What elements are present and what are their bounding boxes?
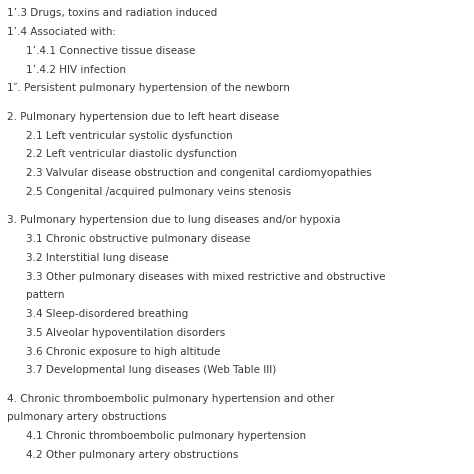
Text: pulmonary artery obstructions: pulmonary artery obstructions	[7, 412, 166, 422]
Text: 3.6 Chronic exposure to high altitude: 3.6 Chronic exposure to high altitude	[27, 346, 221, 356]
Text: 1’.4.2 HIV infection: 1’.4.2 HIV infection	[27, 64, 127, 74]
Text: pattern: pattern	[27, 290, 65, 300]
Text: 1″. Persistent pulmonary hypertension of the newborn: 1″. Persistent pulmonary hypertension of…	[7, 83, 290, 93]
Text: 2.5 Congenital /acquired pulmonary veins stenosis: 2.5 Congenital /acquired pulmonary veins…	[27, 187, 292, 197]
Text: 2.2 Left ventricular diastolic dysfunction: 2.2 Left ventricular diastolic dysfuncti…	[27, 149, 237, 159]
Text: 3.2 Interstitial lung disease: 3.2 Interstitial lung disease	[27, 253, 169, 263]
Text: 2. Pulmonary hypertension due to left heart disease: 2. Pulmonary hypertension due to left he…	[7, 112, 279, 122]
Text: 4.1 Chronic thromboembolic pulmonary hypertension: 4.1 Chronic thromboembolic pulmonary hyp…	[27, 431, 307, 441]
Text: 1’.4 Associated with:: 1’.4 Associated with:	[7, 27, 116, 37]
Text: 2.3 Valvular disease obstruction and congenital cardiomyopathies: 2.3 Valvular disease obstruction and con…	[27, 168, 372, 178]
Text: 4.2 Other pulmonary artery obstructions: 4.2 Other pulmonary artery obstructions	[27, 450, 239, 460]
Text: 3.3 Other pulmonary diseases with mixed restrictive and obstructive: 3.3 Other pulmonary diseases with mixed …	[27, 272, 386, 282]
Text: 3. Pulmonary hypertension due to lung diseases and/or hypoxia: 3. Pulmonary hypertension due to lung di…	[7, 215, 340, 225]
Text: 1’.4.1 Connective tissue disease: 1’.4.1 Connective tissue disease	[27, 46, 196, 56]
Text: 3.1 Chronic obstructive pulmonary disease: 3.1 Chronic obstructive pulmonary diseas…	[27, 234, 251, 244]
Text: 2.1 Left ventricular systolic dysfunction: 2.1 Left ventricular systolic dysfunctio…	[27, 130, 233, 141]
Text: 3.4 Sleep-disordered breathing: 3.4 Sleep-disordered breathing	[27, 309, 189, 319]
Text: 3.5 Alveolar hypoventilation disorders: 3.5 Alveolar hypoventilation disorders	[27, 328, 226, 338]
Text: 1’.3 Drugs, toxins and radiation induced: 1’.3 Drugs, toxins and radiation induced	[7, 9, 217, 18]
Text: 3.7 Developmental lung diseases (Web Table III): 3.7 Developmental lung diseases (Web Tab…	[27, 365, 277, 375]
Text: 4. Chronic thromboembolic pulmonary hypertension and other: 4. Chronic thromboembolic pulmonary hype…	[7, 394, 335, 404]
